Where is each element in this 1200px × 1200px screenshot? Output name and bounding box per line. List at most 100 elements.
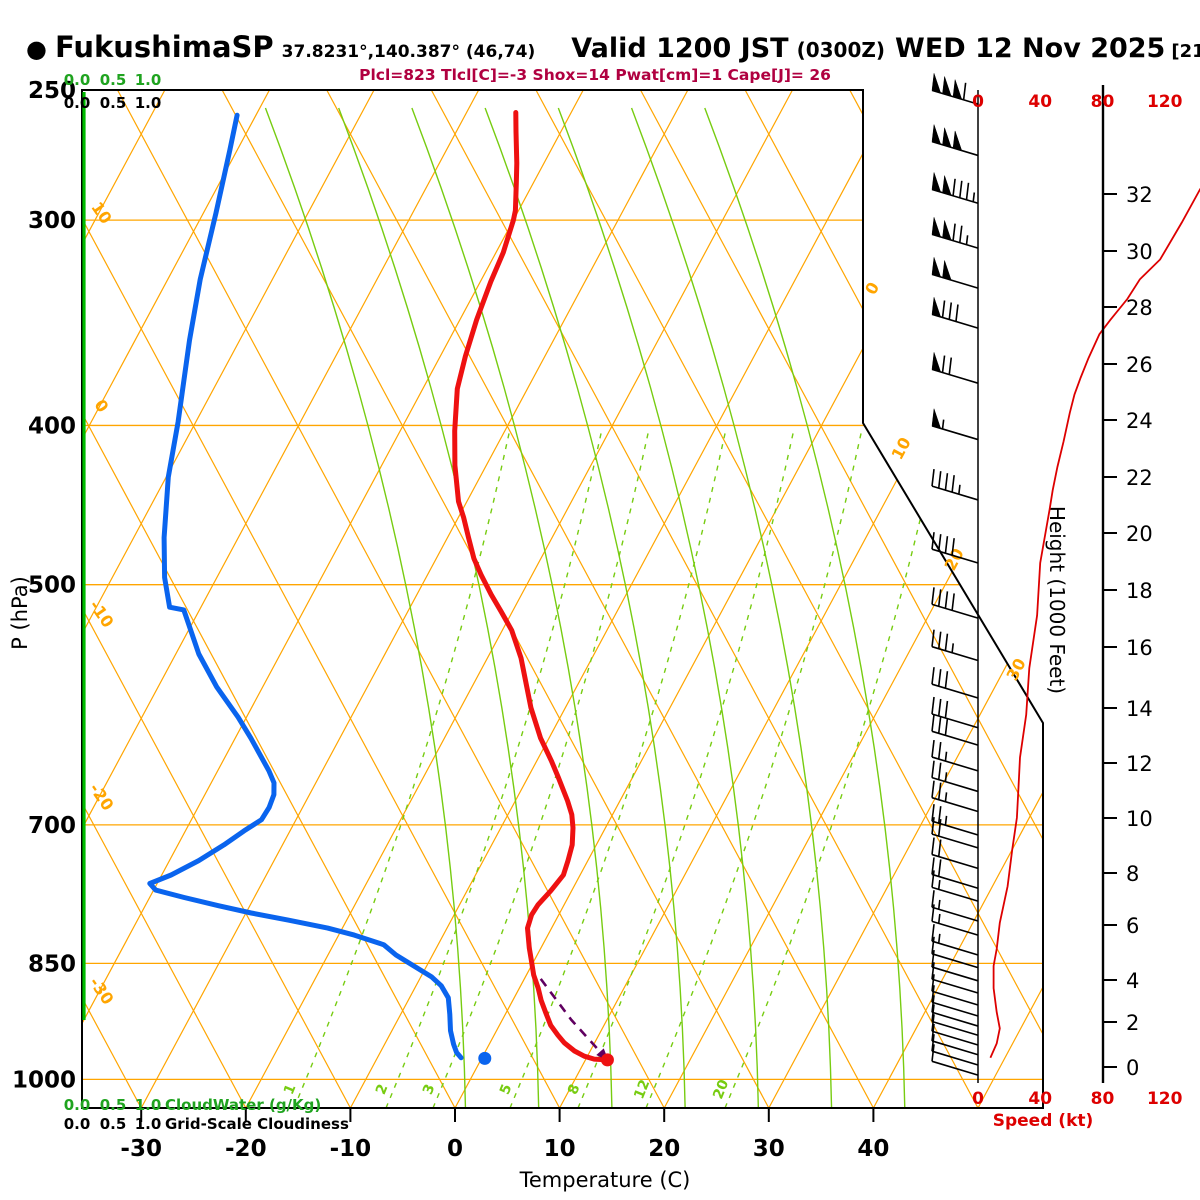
temperature-axis-title: Temperature (C): [519, 1168, 691, 1192]
dry-adiabat-line: [326, 90, 874, 1108]
svg-text:0.0: 0.0: [64, 1096, 91, 1114]
isotherm-label: 30: [1003, 655, 1030, 684]
isotherm-line: [977, 90, 1043, 1108]
valid-date: WED 12 Nov 2025: [895, 33, 1166, 64]
height-tick-label: 0: [1126, 1056, 1139, 1080]
moist-adiabat-line: [704, 107, 906, 1108]
height-tick-label: 8: [1126, 862, 1139, 886]
mixing-ratio-line: [724, 427, 942, 1108]
pressure-tick-label: 400: [28, 413, 76, 439]
pressure-tick-label: 1000: [12, 1067, 76, 1093]
isotherm-line: [82, 90, 375, 1108]
isotherm-line: [82, 90, 480, 1108]
svg-text:0.5: 0.5: [100, 71, 127, 89]
dry-adiabat-line: [430, 90, 979, 1108]
mixing-ratio-line: [577, 427, 795, 1108]
svg-text:0.5: 0.5: [100, 1115, 127, 1133]
height-tick-label: 6: [1126, 914, 1139, 938]
mixing-ratio-label: 12: [631, 1077, 653, 1101]
mixing-ratio-line: [645, 427, 863, 1108]
svg-text:1.0: 1.0: [135, 1115, 162, 1133]
mixing-ratio-label: 8: [565, 1082, 583, 1097]
mixing-ratio-label: 3: [420, 1082, 438, 1097]
speed-axis-title: Speed (kt): [993, 1111, 1094, 1131]
temperature-axis: -30 -20 -10 0 10 20 30 40: [120, 1108, 889, 1162]
height-tick-label: 10: [1126, 807, 1153, 831]
moist-adiabat-line: [484, 107, 686, 1108]
temperature-tick-label: 30: [753, 1136, 785, 1162]
parcel-path: [537, 975, 609, 1061]
speed-tick-label-top: 40: [1028, 92, 1052, 112]
isotherm-line: [349, 90, 898, 1108]
dry-adiabat-label: -20: [85, 780, 117, 815]
surface-dewpoint-dot: [478, 1051, 492, 1065]
mixing-ratio-label: 2: [373, 1082, 391, 1097]
svg-text:1.0: 1.0: [135, 1096, 162, 1114]
mixing-ratio-label: 20: [710, 1077, 732, 1101]
mixing-ratio-label: 5: [497, 1082, 515, 1097]
height-tick-label: 20: [1126, 522, 1153, 546]
cloud-scales: 0.00.00.50.51.01.00.00.00.50.51.01.0Clou…: [64, 71, 349, 1133]
wind-barbs: [931, 73, 979, 1076]
station-bullet-icon: ●: [26, 35, 47, 63]
dry-adiabat-label: -30: [85, 974, 117, 1009]
pressure-tick-labels: 250 300 400 500 700 850 1000: [12, 78, 76, 1093]
isotherm-label: 10: [888, 434, 915, 463]
temperature-tick-label: 10: [544, 1136, 576, 1162]
height-tick-label: 26: [1126, 353, 1153, 377]
dewpoint-curve: [147, 112, 464, 1061]
temperature-tick-label: -30: [120, 1136, 162, 1162]
dry-adiabat-label: 0: [91, 396, 113, 416]
cloudwater-scale-label: CloudWater (g/Kg): [165, 1096, 321, 1114]
pressure-tick-label: 500: [28, 573, 76, 599]
dry-adiabat-label: 10: [87, 198, 115, 227]
moist-adiabat-line: [338, 107, 540, 1108]
pressure-tick-label: 250: [28, 78, 76, 104]
sounding-parameters: Plcl=823 Tlcl[C]=-3 Shox=14 Pwat[cm]=1 C…: [359, 66, 831, 84]
svg-text:1.0: 1.0: [135, 71, 162, 89]
height-tick-label: 22: [1126, 466, 1153, 490]
isotherm-line: [140, 90, 689, 1108]
mixing-ratio-line: [432, 427, 650, 1108]
temperature-tick-label: 40: [857, 1136, 889, 1162]
cloudiness-scale-label: Grid-Scale Cloudiness: [165, 1115, 349, 1133]
dry-adiabat-line: [535, 90, 1043, 1108]
wind-speed-curve: [989, 188, 1200, 1059]
isotherm-line: [559, 90, 1043, 1108]
isotherm-line: [82, 90, 270, 1108]
mixing-ratio-line: [509, 427, 727, 1108]
isotherm-line: [872, 90, 1043, 1108]
svg-text:0.5: 0.5: [100, 1096, 127, 1114]
isotherm-line: [82, 90, 584, 1108]
isotherm-label: 0: [861, 279, 883, 298]
moist-adiabat-line: [264, 107, 467, 1108]
svg-text:0.0: 0.0: [64, 94, 91, 112]
pressure-tick-label: 300: [28, 208, 76, 234]
temperature-tick-label: 20: [648, 1136, 680, 1162]
isotherm-line: [663, 90, 1043, 1108]
height-tick-label: 4: [1126, 969, 1139, 993]
speed-tick-label-bottom: 40: [1028, 1089, 1052, 1109]
mixing-ratio-line: [293, 427, 511, 1108]
temperature-tick-label: -20: [225, 1136, 267, 1162]
pressure-tick-label: 700: [28, 813, 76, 839]
temperature-curve: [452, 110, 610, 1063]
speed-tick-label-top: 120: [1147, 92, 1183, 112]
height-tick-label: 12: [1126, 752, 1153, 776]
dry-adiabat-line: [82, 90, 351, 1108]
pressure-tick-label: 850: [28, 951, 76, 977]
mixing-ratio-line: [385, 427, 603, 1108]
speed-tick-label-bottom: 80: [1091, 1089, 1115, 1109]
isotherm-line: [245, 90, 793, 1108]
temperature-tick-label: -10: [330, 1136, 372, 1162]
height-tick-label: 32: [1126, 183, 1153, 207]
isotherm-line: [454, 90, 1003, 1108]
dry-adiabat-line: [117, 90, 665, 1108]
speed-tick-label-bottom: 120: [1147, 1089, 1183, 1109]
height-tick-label: 2: [1126, 1011, 1139, 1035]
svg-text:0.0: 0.0: [64, 1115, 91, 1133]
surface-temperature-dot: [600, 1053, 614, 1067]
svg-text:0.0: 0.0: [64, 71, 91, 89]
